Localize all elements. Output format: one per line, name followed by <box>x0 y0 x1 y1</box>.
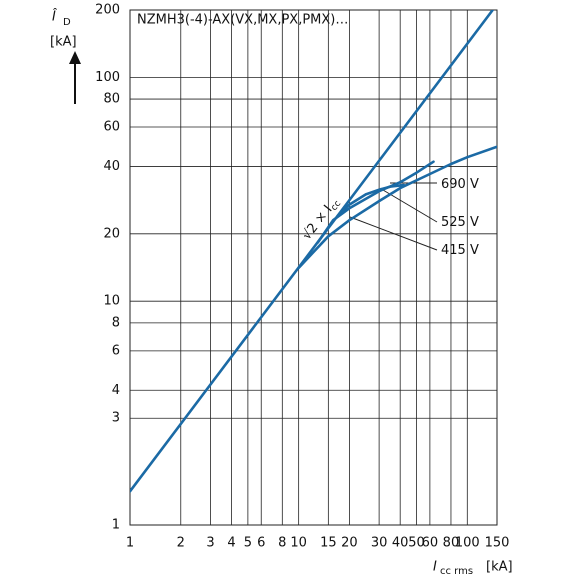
legend-label: 690 V <box>441 177 479 192</box>
series-name-sub: cc <box>329 199 343 213</box>
y-label-sub: D <box>63 17 71 28</box>
y-tick-label: 100 <box>95 70 120 85</box>
x-label-unit: [kA] <box>486 560 513 575</box>
chart-title: NZMH3(-4)-AX(VX,MX,PX,PMX)… <box>137 13 348 28</box>
series-name: 525 V <box>441 215 479 230</box>
series-line <box>316 160 435 244</box>
x-tick-label: 2 <box>177 536 185 551</box>
legend-label: 415 V <box>441 243 479 258</box>
x-tick-label: 100 <box>455 536 480 551</box>
x-tick-label: 6 <box>257 536 265 551</box>
x-tick-label: 20 <box>341 536 358 551</box>
series-line <box>336 183 406 218</box>
x-tick-label: 30 <box>371 536 388 551</box>
y-tick-label: 4 <box>112 383 120 398</box>
x-tick-label: 5 <box>244 536 252 551</box>
x-tick-label: 1 <box>126 536 134 551</box>
x-tick-label: 8 <box>278 536 286 551</box>
leader-525 <box>382 189 438 223</box>
plot-frame <box>129 9 498 526</box>
x-label-symbol: I <box>433 560 437 575</box>
y-tick-label: 200 <box>95 3 120 18</box>
y-tick-label: 40 <box>103 159 120 174</box>
y-tick-label: 8 <box>112 315 120 330</box>
series-name: 415 V <box>441 243 479 258</box>
y-tick-label: 60 <box>103 120 120 135</box>
y-tick-label: 80 <box>103 92 120 107</box>
x-tick-label: 10 <box>290 536 307 551</box>
y-tick-label: 20 <box>103 226 120 241</box>
y-tick-label: 3 <box>112 411 120 426</box>
series-line <box>130 10 494 493</box>
x-tick-label: 80 <box>443 536 460 551</box>
x-tick-label: 40 <box>392 536 409 551</box>
x-tick-label: 3 <box>206 536 214 551</box>
legend-label: 525 V <box>441 215 479 230</box>
x-tick-label: 150 <box>485 536 510 551</box>
y-tick-label: 1 <box>112 518 120 533</box>
x-tick-label: 4 <box>227 536 235 551</box>
x-tick-label: 50 <box>408 536 425 551</box>
y-label-symbol: Î <box>52 9 57 25</box>
x-label-sub: cc rms <box>440 566 473 577</box>
x-tick-label: 15 <box>320 536 337 551</box>
x-tick-label: 60 <box>422 536 439 551</box>
y-tick-label: 10 <box>103 294 120 309</box>
y-tick-label: 6 <box>112 343 120 358</box>
series-line <box>297 145 497 270</box>
series-name: 690 V <box>441 177 479 192</box>
y-arrow-head <box>69 51 81 64</box>
y-label-unit: [kA] <box>50 35 77 50</box>
